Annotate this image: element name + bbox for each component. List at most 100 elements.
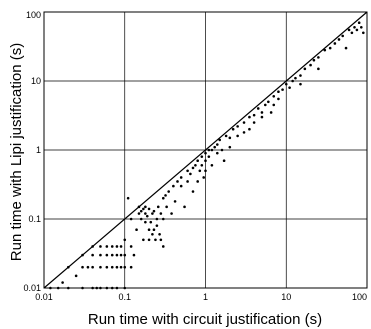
data-point — [115, 286, 119, 290]
data-point — [260, 115, 264, 119]
data-point — [215, 151, 219, 155]
data-point — [186, 169, 189, 173]
x-tick-label: 0.1 — [118, 292, 131, 302]
data-point — [161, 217, 165, 221]
data-point — [164, 194, 167, 197]
data-point — [252, 113, 256, 117]
data-point — [198, 169, 202, 173]
data-point — [81, 253, 84, 257]
data-point — [222, 159, 226, 162]
data-point — [173, 200, 177, 203]
data-point — [67, 286, 70, 290]
data-point — [277, 90, 280, 93]
data-point — [260, 111, 264, 114]
data-points — [49, 21, 365, 290]
data-point — [202, 176, 206, 179]
data-point — [119, 245, 123, 248]
data-point — [129, 217, 133, 221]
data-point — [272, 103, 276, 107]
data-point — [144, 220, 147, 224]
data-point — [294, 76, 297, 80]
data-point — [288, 86, 291, 89]
data-point — [159, 212, 163, 215]
data-point — [200, 155, 204, 158]
data-point — [291, 79, 294, 83]
data-point — [353, 26, 356, 29]
data-point — [207, 148, 211, 152]
data-point — [149, 220, 153, 224]
data-point — [355, 28, 359, 32]
data-point — [105, 245, 109, 248]
data-point — [147, 207, 151, 211]
data-point — [147, 228, 151, 231]
data-point — [147, 238, 151, 242]
data-point — [218, 138, 222, 142]
data-point — [242, 121, 246, 124]
data-point — [91, 286, 94, 290]
data-point — [99, 265, 102, 269]
data-point — [159, 238, 163, 242]
data-point — [139, 209, 143, 213]
data-point — [228, 136, 232, 140]
data-point — [236, 134, 239, 138]
data-point — [129, 245, 133, 248]
data-point — [263, 103, 267, 107]
data-point — [196, 180, 199, 183]
data-point — [220, 148, 224, 152]
data-point — [252, 121, 256, 124]
data-point — [152, 209, 156, 213]
x-tick-labels: 0.01 0.1 1 10 100 — [35, 292, 367, 302]
data-point — [67, 265, 70, 269]
data-point — [210, 148, 214, 152]
data-point — [74, 274, 78, 278]
data-point — [165, 205, 168, 209]
data-point — [360, 26, 363, 29]
data-point — [207, 155, 211, 158]
data-point — [248, 127, 251, 131]
data-point — [248, 115, 251, 119]
data-point — [91, 245, 94, 248]
data-point — [204, 159, 207, 162]
data-point — [61, 281, 64, 284]
data-point — [236, 125, 239, 128]
data-point — [123, 265, 127, 269]
data-point — [155, 224, 159, 227]
data-point — [272, 95, 276, 98]
data-point — [110, 265, 114, 269]
data-point — [328, 46, 332, 50]
data-point — [115, 245, 119, 248]
data-point — [81, 286, 84, 290]
data-point — [151, 233, 154, 236]
data-point — [337, 38, 341, 41]
data-point — [299, 82, 302, 86]
data-point — [362, 31, 365, 35]
y-tick-label: 0.1 — [28, 214, 41, 224]
data-point — [123, 238, 127, 242]
data-point — [86, 265, 90, 269]
data-point — [95, 286, 99, 290]
data-point — [167, 190, 170, 193]
data-point — [200, 164, 204, 167]
data-point — [144, 205, 147, 209]
data-point — [350, 31, 354, 35]
y-tick-label: 10 — [31, 76, 41, 86]
data-point — [158, 233, 161, 236]
data-point — [179, 184, 183, 188]
data-point — [269, 111, 273, 114]
data-point — [204, 151, 207, 155]
x-tick-label: 100 — [352, 292, 367, 302]
data-point — [110, 253, 114, 257]
data-point — [123, 286, 127, 290]
x-tick-label: 1 — [203, 292, 208, 302]
data-point — [231, 127, 235, 131]
data-point — [156, 205, 160, 209]
data-point — [110, 245, 114, 248]
y-tick-label: 100 — [26, 10, 41, 20]
y-tick-labels: 0.01 0.1 1 10 100 — [23, 10, 41, 293]
data-point — [161, 196, 165, 200]
data-point — [81, 265, 84, 269]
data-point — [189, 172, 192, 176]
data-point — [123, 253, 127, 257]
data-point — [277, 97, 280, 101]
data-point — [99, 245, 102, 248]
